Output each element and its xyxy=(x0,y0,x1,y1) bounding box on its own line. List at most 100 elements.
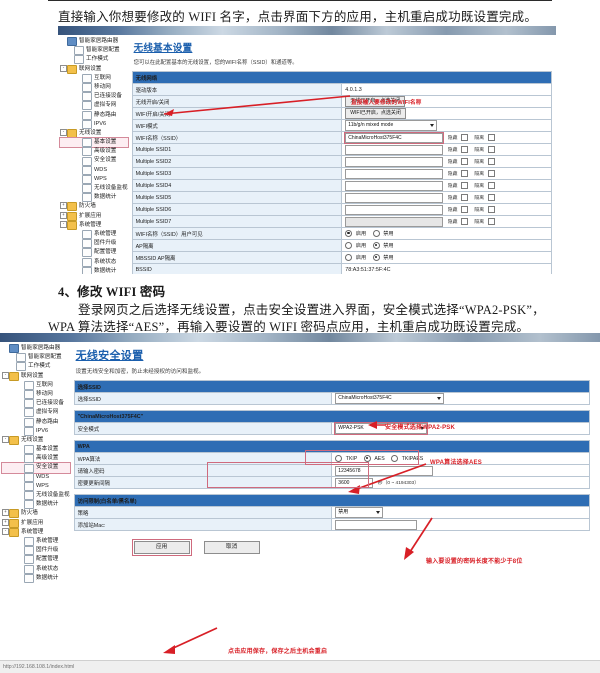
mssid2-input[interactable] xyxy=(345,156,444,167)
sidebar-item-7[interactable]: 虚拟专网 xyxy=(2,408,70,418)
expand-icon[interactable]: + xyxy=(60,202,67,211)
hide-checkbox[interactable] xyxy=(460,218,468,225)
sidebar-item-0[interactable]: 智能家居路由器 xyxy=(60,37,128,47)
sidebar-item-0[interactable]: 智能家居路由器 xyxy=(2,344,70,354)
sidebar-item-17[interactable]: 数据统计 xyxy=(2,500,70,510)
sidebar-item-14[interactable]: WDS xyxy=(2,472,70,482)
sidebar-item-23[interactable]: 配置管理 xyxy=(60,248,128,258)
hide-checkbox[interactable] xyxy=(460,158,468,165)
isolate-checkbox[interactable] xyxy=(487,146,495,153)
isolate-checkbox[interactable] xyxy=(487,218,495,225)
hide-checkbox[interactable] xyxy=(460,170,468,177)
sidebar-item-14[interactable]: WDS xyxy=(60,165,128,175)
sidebar-item-1[interactable]: 智能家居配置 xyxy=(2,353,70,363)
sidebar-item-13[interactable]: 安全设置 xyxy=(60,156,128,166)
sidebar-item-7[interactable]: 虚拟专网 xyxy=(60,101,128,111)
isolate-checkbox[interactable] xyxy=(487,170,495,177)
apply-button[interactable]: 应用 xyxy=(131,539,192,556)
sidebar-item-18[interactable]: + 防火墙 xyxy=(60,202,128,212)
hide-checkbox[interactable] xyxy=(460,134,468,141)
mssid3-input[interactable] xyxy=(345,168,444,179)
sidebar-item-19[interactable]: + 扩展应用 xyxy=(60,211,128,221)
collapse-icon[interactable]: - xyxy=(2,371,9,381)
sidebar-tree-2[interactable]: 智能家居路由器 智能家居配置 工作模式 - 联网设置 互联网 移动网 已连接设备 虚拟专网 静态路… xyxy=(0,342,71,661)
isolate-checkbox[interactable] xyxy=(487,194,495,201)
mbssid-isolate-enable-radio[interactable] xyxy=(345,254,353,262)
ap-isolate-disable-radio[interactable] xyxy=(372,242,380,250)
cancel-button[interactable]: 取消 xyxy=(203,541,260,554)
wpa-tkip-radio[interactable] xyxy=(335,455,343,462)
collapse-icon[interactable]: - xyxy=(2,527,9,537)
sidebar-item-1[interactable]: 智能家居配置 xyxy=(60,46,128,56)
sidebar-item-15[interactable]: WPS xyxy=(60,174,128,184)
policy-dropdown[interactable]: 禁用 xyxy=(335,507,384,518)
mssid5-input[interactable] xyxy=(345,192,444,203)
hide-checkbox[interactable] xyxy=(460,182,468,189)
sidebar-item-16[interactable]: 无线设备监视 xyxy=(2,491,70,501)
hide-checkbox[interactable] xyxy=(460,206,468,213)
wpa-tkipaes-radio[interactable] xyxy=(391,455,399,462)
isolate-checkbox[interactable] xyxy=(487,158,495,165)
sidebar-item-11[interactable]: 基本设置 xyxy=(2,445,70,455)
ap-isolate-enable-radio[interactable] xyxy=(345,242,353,250)
sidebar-item-2[interactable]: 工作模式 xyxy=(60,55,128,65)
mssid4-input[interactable] xyxy=(345,180,444,191)
sidebar-item-22[interactable]: 固件升级 xyxy=(60,239,128,249)
sidebar-item-15[interactable]: WPS xyxy=(2,481,70,491)
sidebar-item-17[interactable]: 数据统计 xyxy=(60,193,128,203)
sidebar-item-9[interactable]: IPV6 xyxy=(2,426,70,436)
sidebar-item-4[interactable]: 互联网 xyxy=(60,73,128,83)
sidebar-item-9[interactable]: IPV6 xyxy=(60,119,128,129)
security-mode-dropdown[interactable]: WPA2-PSK xyxy=(334,422,429,435)
sidebar-item-4[interactable]: 互联网 xyxy=(2,380,70,390)
mssid6-input[interactable] xyxy=(345,204,444,215)
hide-checkbox[interactable] xyxy=(460,194,468,201)
sidebar-item-5[interactable]: 移动网 xyxy=(2,390,70,400)
sidebar-item-10[interactable]: - 无线设置 xyxy=(2,435,70,445)
isolate-checkbox[interactable] xyxy=(487,206,495,213)
sidebar-item-10[interactable]: - 无线设置 xyxy=(60,128,128,138)
expand-icon[interactable]: + xyxy=(60,211,67,221)
ssid-visible-enable-radio[interactable] xyxy=(345,230,353,238)
ssid-input[interactable]: ChinaMicroHost375F4C xyxy=(344,131,445,144)
sidebar-item-2[interactable]: 工作模式 xyxy=(2,362,70,372)
select-ssid-dropdown[interactable]: ChinaMicroHost375F4C xyxy=(335,393,445,404)
sidebar-item-16[interactable]: 无线设备监视 xyxy=(60,184,128,194)
sidebar-item-6[interactable]: 已连接设备 xyxy=(60,92,128,102)
sidebar-item-25[interactable]: 数据统计 xyxy=(2,573,70,583)
sidebar-item-20[interactable]: - 系统管理 xyxy=(2,527,70,537)
sidebar-item-3[interactable]: - 联网设置 xyxy=(2,371,70,381)
expand-icon[interactable]: + xyxy=(2,509,9,518)
add-mac-input[interactable] xyxy=(335,519,418,530)
sidebar-item-13[interactable]: 安全设置 xyxy=(1,462,71,474)
sidebar-item-12[interactable]: 高级设置 xyxy=(2,454,70,464)
sidebar-item-18[interactable]: + 防火墙 xyxy=(2,509,70,519)
sidebar-item-8[interactable]: 静态路由 xyxy=(2,417,70,427)
sidebar-item-22[interactable]: 固件升级 xyxy=(2,546,70,556)
sidebar-item-19[interactable]: + 扩展应用 xyxy=(2,518,70,528)
sidebar-item-20[interactable]: - 系统管理 xyxy=(60,220,128,230)
collapse-icon[interactable]: - xyxy=(60,128,67,138)
wpa-aes-radio[interactable] xyxy=(363,455,371,462)
mssid1-input[interactable] xyxy=(345,144,444,155)
sidebar-item-5[interactable]: 移动网 xyxy=(60,83,128,93)
sidebar-tree-1[interactable]: 智能家居路由器 智能家居配置 工作模式 - 联网设置 互联网 移动网 已连接设备 虚拟专网 静态路… xyxy=(58,35,129,274)
ssid-visible-disable-radio[interactable] xyxy=(372,230,380,238)
sidebar-item-23[interactable]: 配置管理 xyxy=(2,555,70,565)
sidebar-item-25[interactable]: 数据统计 xyxy=(60,266,128,274)
wifi-toggle-button[interactable]: WIFI已开启，点选关闭 xyxy=(345,108,406,119)
sidebar-item-24[interactable]: 系统状态 xyxy=(60,257,128,267)
sidebar-item-11[interactable]: 基本设置 xyxy=(59,137,129,149)
sidebar-item-6[interactable]: 已连接设备 xyxy=(2,399,70,409)
expand-icon[interactable]: + xyxy=(2,518,9,528)
wifi-mode-select[interactable]: 11b/g/n mixed mode xyxy=(345,120,438,131)
sidebar-item-12[interactable]: 高级设置 xyxy=(60,147,128,157)
sidebar-item-21[interactable]: 系统管理 xyxy=(2,537,70,547)
collapse-icon[interactable]: - xyxy=(60,64,67,74)
hide-checkbox[interactable] xyxy=(460,146,468,153)
sidebar-item-8[interactable]: 静态路由 xyxy=(60,110,128,120)
sidebar-item-21[interactable]: 系统管理 xyxy=(60,230,128,240)
mssid7-input[interactable] xyxy=(345,216,444,227)
isolate-checkbox[interactable] xyxy=(487,182,495,189)
sidebar-item-3[interactable]: - 联网设置 xyxy=(60,64,128,74)
